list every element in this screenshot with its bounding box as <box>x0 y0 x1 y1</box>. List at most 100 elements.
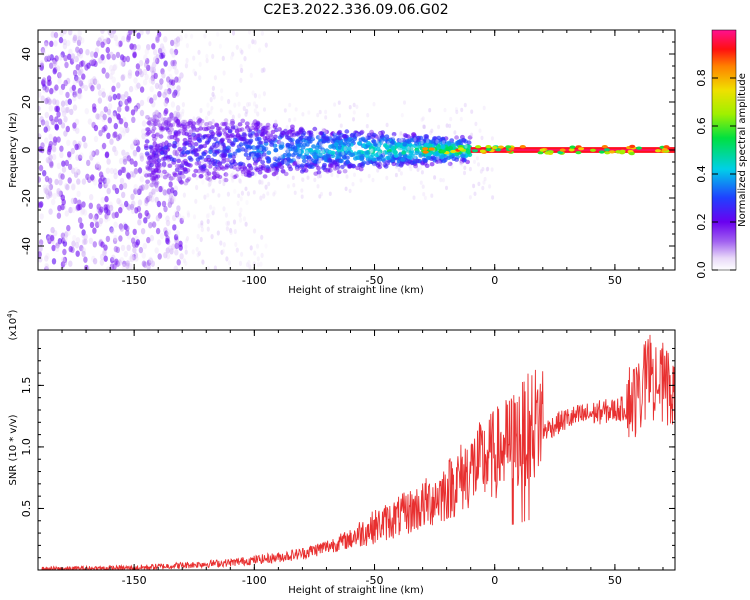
spectrogram-cell <box>292 160 298 166</box>
spectrogram-cell <box>215 142 219 148</box>
spectrogram-cell <box>292 183 296 188</box>
spectrogram-cell <box>126 173 132 180</box>
spectrogram-cell <box>105 177 111 185</box>
spectrogram-cell <box>178 240 183 247</box>
spectrogram-cell <box>259 146 263 152</box>
spectrogram-cell <box>261 152 267 157</box>
spectrogram-cell <box>367 173 371 179</box>
spectrogram-cell <box>128 262 133 270</box>
spectrogram-cell <box>181 131 187 136</box>
spectrogram-cell <box>300 194 304 199</box>
spectrogram-cell <box>62 30 67 35</box>
spectrogram-cell <box>226 191 230 197</box>
spectrogram-cell <box>63 231 69 238</box>
spectrogram-cell <box>44 137 49 144</box>
spectrogram-cell <box>114 187 120 195</box>
spectrogram-cell <box>292 135 296 140</box>
spectrogram-cell <box>100 196 105 204</box>
spectrogram-cell <box>160 156 166 162</box>
spectrogram-cell <box>83 256 88 263</box>
spectrogram-cell <box>295 143 301 148</box>
spectrogram-cell <box>132 246 137 254</box>
spectrogram-cell <box>279 154 283 159</box>
spectrogram-cell <box>111 254 116 261</box>
spectrogram-cell <box>164 230 169 237</box>
spectrogram-cell <box>70 197 76 205</box>
spectrogram-cell <box>216 136 220 141</box>
spectrogram-cell <box>50 234 55 242</box>
spectrogram-cell <box>286 148 290 154</box>
spectrogram-cell <box>208 180 212 187</box>
spectrogram-cell <box>357 141 362 146</box>
spectrogram-cell <box>226 138 232 144</box>
spectrogram-cell <box>360 161 366 167</box>
spectrogram-cell <box>364 150 370 155</box>
spectrogram-cell <box>147 173 152 178</box>
spectrogram-cell <box>93 135 99 143</box>
spectrogram-cell <box>119 99 125 106</box>
spectrogram-cell <box>190 33 194 39</box>
spectrogram-cell <box>127 72 132 79</box>
spectrogram-cell <box>486 166 490 172</box>
spectrogram-cell <box>232 151 238 156</box>
spectrogram-cell <box>272 192 276 197</box>
spectrogram-cell <box>72 122 77 129</box>
spectrogram-cell <box>171 91 177 99</box>
spectrogram-cell <box>133 77 138 84</box>
spectrogram-cell <box>149 234 155 242</box>
spectrogram-cell <box>200 220 204 226</box>
spectrogram-cell <box>110 68 115 75</box>
spectrogram-cell <box>209 109 213 115</box>
spectrogram-cell <box>366 113 370 118</box>
spectrogram-cell <box>267 130 271 135</box>
spectrogram-cell <box>55 245 60 252</box>
y-tick-label: 40 <box>20 47 33 61</box>
spectrogram-cell <box>210 234 214 240</box>
spectrogram-cell <box>155 227 161 235</box>
spectrogram-cell <box>463 139 468 144</box>
spectrogram-cell <box>383 164 389 169</box>
spectrogram-cell <box>181 215 185 221</box>
spectrogram-cell <box>245 127 249 132</box>
spectrogram-cell <box>109 138 114 145</box>
spectrogram-cell <box>380 153 386 158</box>
spectrogram-cell <box>450 164 454 169</box>
spectrogram-cell <box>385 139 390 144</box>
spectrogram-cell <box>399 148 403 153</box>
spectrogram-cell <box>157 253 162 260</box>
spectrogram-cell <box>166 173 172 178</box>
spectrogram-cell <box>479 149 486 153</box>
spectrogram-cell <box>318 109 322 115</box>
spectrogram-cell <box>569 145 576 149</box>
spectrogram-cell <box>177 170 183 176</box>
spectrogram-cell <box>148 257 154 265</box>
spectrogram-cell <box>118 40 123 47</box>
spectrogram-cell <box>197 250 201 256</box>
spectrogram-cell <box>408 163 412 169</box>
spectrogram-cell <box>130 193 135 200</box>
spectrogram-cell <box>354 144 358 149</box>
spectrogram-cell <box>39 213 44 220</box>
spectrogram-cell <box>247 163 253 168</box>
spectrogram-cell <box>382 143 388 148</box>
spectrogram-cell <box>113 34 118 42</box>
colorbar: 0.0 0.2 0.4 0.6 0.8 Normalized spectral ampl… <box>695 29 748 279</box>
spectrogram-cell <box>211 85 215 91</box>
spectrogram-cell <box>222 181 226 187</box>
spectrogram-cell <box>230 55 234 61</box>
spectrogram-cell <box>48 105 54 112</box>
spectrogram-cell <box>196 136 202 142</box>
spectrogram-cell <box>135 239 141 246</box>
spectrogram-cell <box>46 184 51 191</box>
spectrogram-cell <box>141 128 146 135</box>
spectrogram-cell <box>109 64 114 72</box>
spectrogram-cell <box>38 252 41 259</box>
spectrogram-cell <box>211 118 215 124</box>
y-tick-label: 1.5 <box>20 377 33 395</box>
spectrogram-cell <box>101 67 106 74</box>
spectrogram-cell <box>429 162 435 167</box>
spectrogram-cell <box>167 88 172 95</box>
spectrogram-cell <box>297 149 303 154</box>
spectrogram-cell <box>165 90 170 97</box>
spectrogram-cell <box>121 149 126 156</box>
